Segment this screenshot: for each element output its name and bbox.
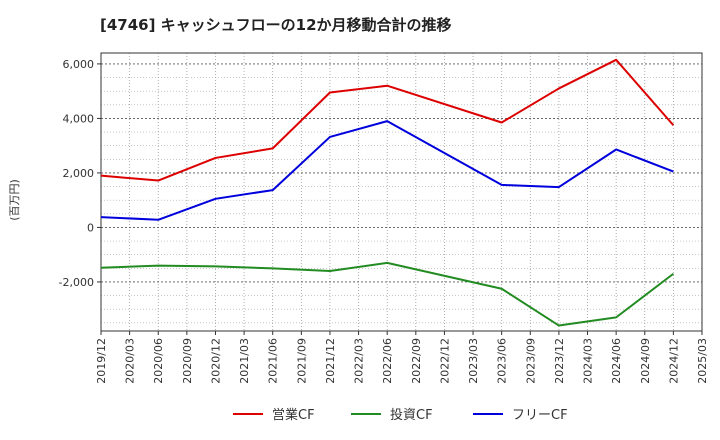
x-tick-label: 2021/12 (324, 338, 337, 384)
legend-label: フリーCF (512, 408, 568, 423)
x-tick-label: 2023/06 (496, 338, 509, 384)
series-line-フリーCF (100, 120, 674, 221)
y-tick-labels: -2,000 0 2,000 4,000 6,000 (59, 58, 101, 289)
x-tick-label: 2021/03 (238, 338, 251, 384)
y-tick-label: 6,000 (63, 58, 95, 71)
y-tick-label: 4,000 (63, 112, 95, 125)
x-tick-labels: 2019/12 2020/03 2020/06 2020/09 2020/12 2021/… (95, 331, 709, 384)
x-tick-label: 2022/06 (381, 338, 394, 384)
x-tick-label: 2025/03 (696, 338, 709, 384)
y-axis-label: (百万円) (8, 179, 21, 221)
axes (100, 52, 703, 332)
series-line-営業CF (100, 58, 675, 182)
x-tick-label: 2024/03 (582, 338, 595, 384)
x-tick-label: 2024/09 (639, 338, 652, 384)
x-tick-label: 2021/06 (267, 338, 280, 384)
x-tick-label: 2024/06 (610, 338, 623, 384)
x-tick-label: 2022/12 (438, 338, 451, 384)
legend-label: 営業CF (272, 407, 315, 423)
chart-title: [4746] キャッシュフローの12か月移動合計の推移 (100, 16, 452, 34)
y-tick-label: 2,000 (63, 167, 95, 180)
x-tick-label: 2020/03 (124, 338, 137, 384)
x-tick-label: 2023/03 (467, 338, 480, 384)
legend: 営業CF 投資CF フリーCF (233, 407, 568, 423)
x-tick-label: 2024/12 (667, 338, 680, 384)
series-lines (100, 58, 675, 327)
x-tick-label: 2020/09 (181, 338, 194, 384)
x-tick-label: 2022/09 (410, 338, 423, 384)
x-tick-label: 2020/12 (209, 338, 222, 384)
y-tick-label: 0 (87, 221, 94, 234)
x-tick-label: 2022/03 (353, 338, 366, 384)
x-tick-label: 2019/12 (95, 338, 108, 384)
legend-label: 投資CF (390, 407, 433, 423)
x-tick-label: 2021/09 (295, 338, 308, 384)
plot-frame (100, 52, 703, 332)
grid-lines (100, 53, 703, 331)
x-tick-label: 2023/12 (553, 338, 566, 384)
x-tick-label: 2023/09 (524, 338, 537, 384)
y-tick-label: -2,000 (59, 276, 94, 289)
series-line-投資CF (100, 261, 674, 327)
x-tick-label: 2020/06 (152, 338, 165, 384)
